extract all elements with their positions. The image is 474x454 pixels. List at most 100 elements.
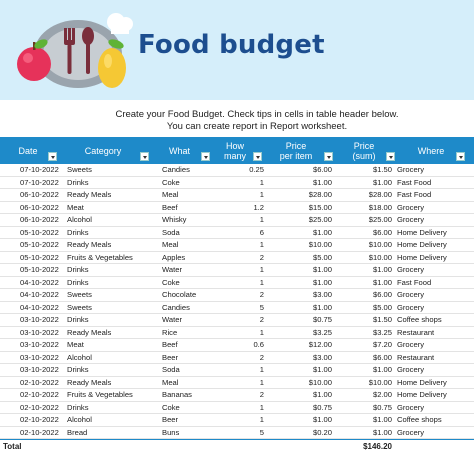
cell-how-many[interactable]: 2: [259, 390, 264, 399]
cell-how-many[interactable]: 1: [259, 402, 264, 412]
cell-how-many[interactable]: 1: [259, 327, 264, 337]
cell-category[interactable]: Fruits & Vegetables: [67, 390, 133, 399]
cell-where[interactable]: Home Delivery: [397, 252, 447, 262]
cell-category[interactable]: Drinks: [67, 402, 89, 412]
cell-how-many[interactable]: 5: [259, 302, 264, 312]
cell-price-per-item[interactable]: $1.00: [312, 177, 332, 187]
cell-price-sum[interactable]: $7.20: [372, 340, 392, 349]
cell-where[interactable]: Grocery: [397, 365, 425, 374]
cell-what[interactable]: Meal: [162, 377, 179, 387]
table-row[interactable]: 04-10-2022 Drinks Coke 1 $1.00 $1.00 Fast Food: [0, 277, 474, 289]
cell-what[interactable]: Whisky: [162, 215, 187, 224]
cell-how-many[interactable]: 1: [259, 240, 264, 249]
cell-how-many[interactable]: 1: [259, 415, 264, 424]
filter-dropdown-icon[interactable]: [140, 152, 149, 161]
cell-category[interactable]: Drinks: [67, 277, 89, 287]
cell-how-many[interactable]: 1: [259, 277, 264, 287]
cell-where[interactable]: Home Delivery: [397, 227, 447, 237]
cell-how-many[interactable]: 5: [259, 427, 264, 437]
cell-category[interactable]: Sweets: [67, 165, 92, 174]
cell-what[interactable]: Beef: [162, 202, 178, 212]
cell-price-per-item[interactable]: $1.00: [312, 265, 332, 274]
cell-price-per-item[interactable]: $1.00: [312, 415, 332, 424]
filter-dropdown-icon[interactable]: [253, 152, 262, 161]
table-row[interactable]: 03-10-2022 Drinks Water 2 $0.75 $1.50 Coffee s…: [0, 314, 474, 327]
table-row[interactable]: 07-10-2022 Drinks Coke 1 $1.00 $1.00 Fast Food: [0, 177, 474, 189]
cell-category[interactable]: Fruits & Vegetables: [67, 252, 133, 262]
cell-where[interactable]: Fast Food: [397, 190, 432, 199]
cell-price-per-item[interactable]: $1.00: [312, 302, 332, 312]
cell-category[interactable]: Alcohol: [67, 352, 92, 362]
cell-date[interactable]: 03-10-2022: [20, 340, 59, 349]
cell-price-sum[interactable]: $6.00: [372, 227, 392, 237]
cell-category[interactable]: Alcohol: [67, 415, 92, 424]
cell-date[interactable]: 06-10-2022: [20, 215, 59, 224]
cell-where[interactable]: Grocery: [397, 265, 425, 274]
cell-date[interactable]: 03-10-2022: [20, 352, 59, 362]
cell-price-per-item[interactable]: $10.00: [308, 377, 332, 387]
cell-date[interactable]: 05-10-2022: [20, 265, 59, 274]
cell-category[interactable]: Alcohol: [67, 215, 92, 224]
table-row[interactable]: 04-10-2022 Sweets Chocolate 2 $3.00 $6.00 Groc…: [0, 289, 474, 302]
cell-what[interactable]: Coke: [162, 402, 180, 412]
cell-price-sum[interactable]: $6.00: [372, 290, 392, 299]
cell-date[interactable]: 02-10-2022: [20, 415, 59, 424]
cell-where[interactable]: Grocery: [397, 427, 425, 437]
cell-price-per-item[interactable]: $6.00: [312, 165, 332, 174]
cell-how-many[interactable]: 1: [259, 265, 264, 274]
cell-what[interactable]: Meal: [162, 190, 179, 199]
cell-what[interactable]: Beer: [162, 352, 179, 362]
cell-category[interactable]: Drinks: [67, 315, 89, 324]
cell-where[interactable]: Restaurant: [397, 327, 435, 337]
cell-price-per-item[interactable]: $0.75: [312, 315, 332, 324]
table-row[interactable]: 03-10-2022 Drinks Soda 1 $1.00 $1.00 Grocery: [0, 364, 474, 377]
cell-how-many[interactable]: 1.2: [253, 202, 264, 212]
cell-what[interactable]: Water: [162, 315, 182, 324]
cell-price-per-item[interactable]: $1.00: [312, 277, 332, 287]
cell-how-many[interactable]: 1: [259, 215, 264, 224]
cell-category[interactable]: Sweets: [67, 290, 92, 299]
cell-where[interactable]: Restaurant: [397, 352, 435, 362]
column-header-price-sum[interactable]: Price (sum): [352, 140, 376, 161]
cell-price-per-item[interactable]: $15.00: [308, 202, 332, 212]
column-header-category[interactable]: Category: [84, 145, 122, 156]
cell-what[interactable]: Candies: [162, 302, 190, 312]
cell-date[interactable]: 03-10-2022: [20, 327, 59, 337]
cell-where[interactable]: Grocery: [397, 302, 425, 312]
cell-category[interactable]: Meat: [67, 202, 84, 212]
cell-how-many[interactable]: 1: [259, 177, 264, 187]
cell-what[interactable]: Buns: [162, 427, 180, 437]
cell-category[interactable]: Drinks: [67, 177, 89, 187]
column-header-price-per-item[interactable]: Price per item: [279, 140, 313, 161]
cell-where[interactable]: Coffee shops: [397, 415, 442, 424]
cell-price-per-item[interactable]: $1.00: [312, 365, 332, 374]
table-row[interactable]: 03-10-2022 Alcohol Beer 2 $3.00 $6.00 Restaura…: [0, 352, 474, 364]
table-row[interactable]: 03-10-2022 Meat Beef 0.6 $12.00 $7.20 Grocery: [0, 339, 474, 352]
column-header-date[interactable]: Date: [18, 145, 38, 156]
cell-date[interactable]: 04-10-2022: [20, 290, 59, 299]
cell-what[interactable]: Candies: [162, 165, 190, 174]
cell-price-sum[interactable]: $5.00: [372, 302, 392, 312]
cell-date[interactable]: 04-10-2022: [20, 277, 59, 287]
cell-what[interactable]: Beer: [162, 415, 179, 424]
cell-where[interactable]: Grocery: [397, 290, 425, 299]
filter-dropdown-icon[interactable]: [324, 152, 333, 161]
cell-date[interactable]: 05-10-2022: [20, 240, 59, 249]
cell-where[interactable]: Grocery: [397, 165, 425, 174]
cell-what[interactable]: Soda: [162, 365, 180, 374]
filter-dropdown-icon[interactable]: [201, 152, 210, 161]
cell-price-sum[interactable]: $1.00: [372, 427, 392, 437]
table-row[interactable]: 02-10-2022 Fruits & Vegetables Bananas 2 $1.…: [0, 389, 474, 402]
table-row[interactable]: 03-10-2022 Ready Meals Rice 1 $3.25 $3.25 Rest…: [0, 327, 474, 339]
cell-price-per-item[interactable]: $12.00: [308, 340, 332, 349]
cell-how-many[interactable]: 2: [259, 315, 264, 324]
cell-how-many[interactable]: 2: [259, 252, 264, 262]
cell-price-sum[interactable]: $10.00: [368, 377, 392, 387]
column-header-how-many[interactable]: How many: [223, 140, 246, 161]
cell-category[interactable]: Ready Meals: [67, 190, 112, 199]
cell-price-sum[interactable]: $1.00: [372, 265, 392, 274]
table-row[interactable]: 05-10-2022 Drinks Water 1 $1.00 $1.00 Grocery: [0, 264, 474, 277]
table-row[interactable]: 06-10-2022 Alcohol Whisky 1 $25.00 $25.00 Groc…: [0, 214, 474, 227]
cell-what[interactable]: Coke: [162, 277, 180, 287]
cell-price-sum[interactable]: $1.50: [372, 315, 392, 324]
